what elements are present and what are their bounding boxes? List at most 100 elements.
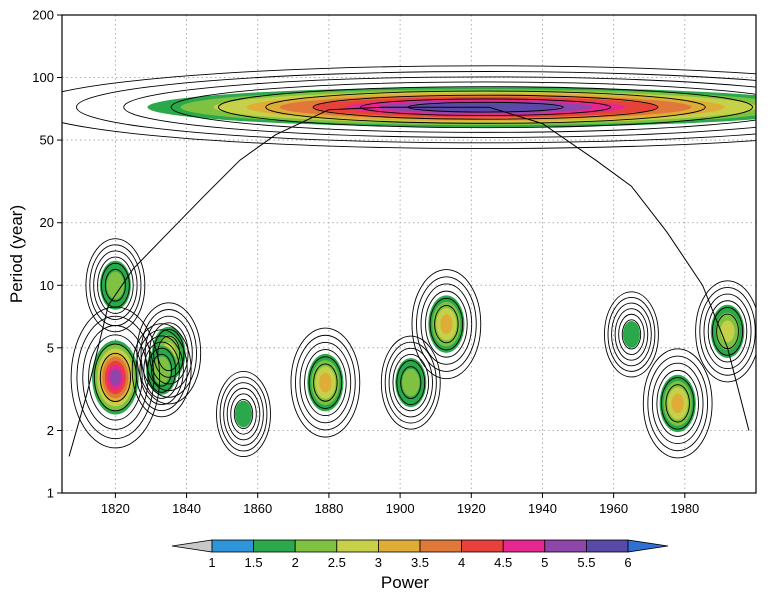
contour-line bbox=[295, 334, 356, 431]
power-region-2 bbox=[99, 260, 131, 310]
x-tick-label: 1960 bbox=[599, 501, 628, 516]
power-region-10 bbox=[659, 374, 696, 433]
contour-line bbox=[400, 366, 422, 399]
contour-line bbox=[139, 335, 184, 405]
colorbar-swatch bbox=[419, 539, 462, 553]
colorbar-tick-label: 4.5 bbox=[494, 555, 512, 570]
contour-line bbox=[707, 300, 748, 363]
power-region-5 bbox=[234, 400, 253, 428]
power-level-fill bbox=[622, 320, 640, 348]
contour-line bbox=[656, 369, 699, 437]
contour-line bbox=[93, 250, 138, 321]
contour-line bbox=[425, 290, 468, 358]
x-axis: 1820 1840 1860 1880 1900 1920 1940 1960 1980 bbox=[101, 493, 699, 516]
contour-line bbox=[304, 349, 347, 417]
contour-line bbox=[429, 297, 464, 351]
colorbar-tick-label: 2 bbox=[292, 555, 299, 570]
contour-line bbox=[143, 341, 180, 399]
contour-group-9 bbox=[604, 291, 659, 378]
contour-line bbox=[607, 297, 656, 372]
contour-line bbox=[642, 348, 713, 459]
contour-group-5 bbox=[216, 371, 271, 458]
power-level-fill bbox=[402, 368, 420, 397]
power-contours bbox=[62, 65, 756, 459]
contour-line bbox=[100, 262, 130, 308]
contour-line bbox=[396, 360, 426, 406]
contour-group-4 bbox=[131, 323, 192, 418]
y-tick-label: 5 bbox=[47, 340, 54, 355]
contour-line bbox=[411, 269, 482, 380]
contour-group-0 bbox=[62, 65, 756, 150]
contour-line bbox=[651, 362, 704, 445]
contour-line bbox=[153, 328, 185, 378]
contour-group-11 bbox=[695, 280, 756, 383]
power-level-fill bbox=[106, 271, 125, 299]
contour-line bbox=[665, 384, 690, 423]
contour-line bbox=[711, 306, 744, 356]
contour-line bbox=[97, 256, 134, 314]
contour-line bbox=[695, 280, 756, 383]
colorbar: 1 1.5 2 2.5 3 3.5 4 4.5 5 5.5 6 bbox=[171, 539, 669, 570]
contour-group-7 bbox=[411, 269, 482, 380]
y-tick-label: 10 bbox=[40, 278, 54, 293]
contour-line bbox=[230, 393, 257, 435]
contour-line bbox=[76, 315, 155, 440]
contour-line bbox=[89, 244, 142, 327]
power-region-9 bbox=[622, 320, 640, 348]
contour-line bbox=[313, 363, 338, 402]
contour-line bbox=[380, 335, 441, 430]
contour-line bbox=[611, 302, 652, 367]
y-axis: 1 2 5 10 20 50 100 200 bbox=[32, 8, 62, 501]
contour-line bbox=[388, 347, 433, 418]
contour-line bbox=[434, 305, 459, 344]
x-tick-label: 1880 bbox=[314, 501, 343, 516]
x-tick-label: 1840 bbox=[172, 501, 201, 516]
power-region-11 bbox=[710, 304, 745, 358]
contour-line bbox=[219, 376, 268, 452]
contour-line bbox=[621, 319, 642, 350]
y-tick-label: 50 bbox=[40, 133, 54, 148]
contour-line bbox=[308, 356, 343, 409]
colorbar-swatch bbox=[294, 539, 338, 553]
cone-of-influence-line bbox=[68, 106, 750, 457]
contour-line bbox=[392, 353, 430, 412]
power-region-8 bbox=[395, 358, 427, 408]
x-tick-label: 1860 bbox=[243, 501, 272, 516]
contour-line bbox=[312, 94, 659, 120]
colorbar-tick-label: 3 bbox=[375, 555, 382, 570]
y-tick-label: 1 bbox=[47, 486, 54, 501]
contour-line bbox=[76, 71, 756, 144]
colorbar-swatch bbox=[544, 539, 587, 553]
contour-line bbox=[217, 86, 754, 129]
y-tick-label: 200 bbox=[32, 8, 54, 23]
contour-line bbox=[647, 355, 709, 452]
colorbar-swatch bbox=[377, 539, 421, 553]
contour-line bbox=[62, 65, 756, 150]
power-level-fill bbox=[440, 314, 453, 334]
plot-frame bbox=[61, 14, 757, 494]
contour-line bbox=[144, 315, 193, 392]
y-tick-label: 20 bbox=[40, 215, 54, 230]
contour-line bbox=[290, 327, 361, 438]
colorbar-swatch bbox=[502, 539, 546, 553]
power-level-fill bbox=[720, 320, 735, 343]
contour-line bbox=[148, 322, 189, 385]
contour-line bbox=[233, 399, 254, 430]
colorbar-high-triangle bbox=[627, 539, 669, 553]
contour-line bbox=[123, 76, 756, 138]
x-tick-label: 1980 bbox=[670, 501, 699, 516]
contour-line bbox=[699, 287, 756, 376]
colorbar-swatch bbox=[336, 539, 379, 553]
contour-group-6 bbox=[290, 327, 361, 438]
contour-line bbox=[660, 377, 695, 430]
y-tick-label: 100 bbox=[32, 70, 54, 85]
colorbar-tick-label: 5.5 bbox=[577, 555, 595, 570]
contour-line bbox=[223, 382, 264, 446]
colorbar-swatch bbox=[461, 539, 504, 553]
contour-line bbox=[384, 341, 437, 424]
colorbar-tick-label: 2.5 bbox=[328, 555, 346, 570]
contour-line bbox=[135, 329, 188, 412]
contour-line bbox=[703, 293, 752, 370]
colorbar-swatch bbox=[586, 539, 629, 553]
